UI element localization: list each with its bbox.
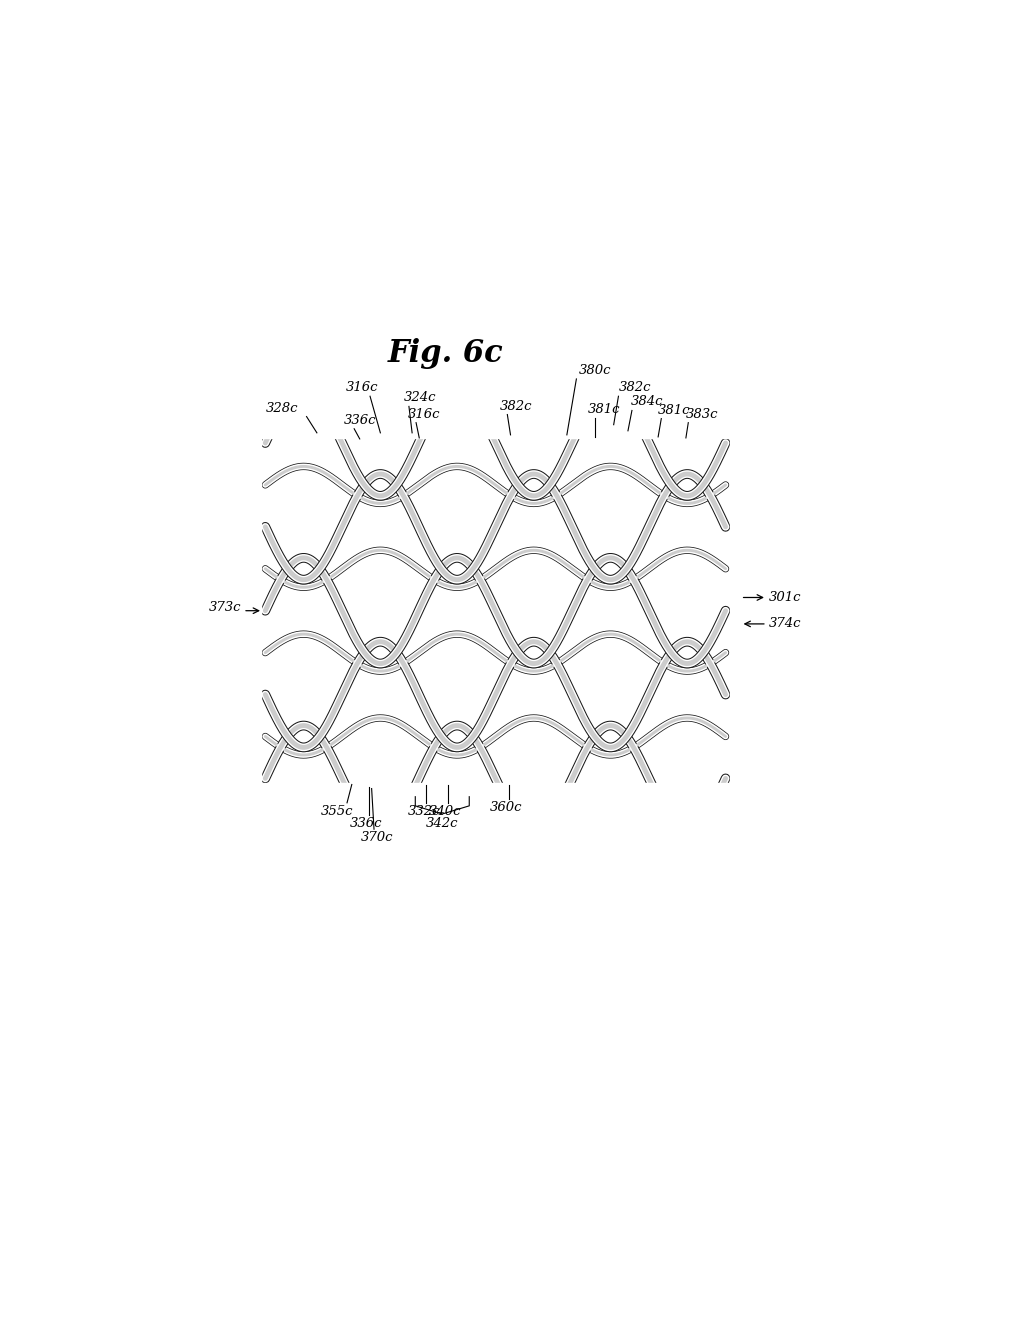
Text: US 2010/0241217 A1: US 2010/0241217 A1 bbox=[722, 193, 870, 206]
Text: 324c: 324c bbox=[403, 391, 436, 404]
Text: 382c: 382c bbox=[618, 381, 651, 395]
Text: 380c: 380c bbox=[579, 364, 611, 378]
Text: Sep. 23, 2010  Sheet 16 of 26: Sep. 23, 2010 Sheet 16 of 26 bbox=[398, 193, 604, 206]
Text: 316c: 316c bbox=[408, 408, 440, 421]
Text: 340c: 340c bbox=[429, 805, 462, 818]
Text: 332c: 332c bbox=[408, 805, 440, 818]
Text: 373c: 373c bbox=[209, 601, 242, 614]
Text: Patent Application Publication: Patent Application Publication bbox=[194, 193, 409, 206]
Text: 355c: 355c bbox=[321, 805, 353, 818]
Text: Fig. 6c: Fig. 6c bbox=[387, 338, 504, 370]
Text: 336c: 336c bbox=[350, 817, 382, 830]
Text: 382c: 382c bbox=[500, 400, 531, 412]
Text: 381c: 381c bbox=[588, 403, 621, 416]
Text: 383c: 383c bbox=[686, 408, 719, 421]
Text: 301c: 301c bbox=[768, 591, 801, 605]
Text: 360c: 360c bbox=[490, 801, 523, 813]
Text: 316c: 316c bbox=[346, 381, 378, 395]
Text: 342c: 342c bbox=[426, 817, 459, 830]
Text: 370c: 370c bbox=[360, 832, 393, 845]
Text: 328c: 328c bbox=[266, 401, 299, 414]
Text: 381c: 381c bbox=[658, 404, 690, 417]
Text: 384c: 384c bbox=[631, 396, 663, 408]
Text: 374c: 374c bbox=[768, 618, 801, 631]
Text: 336c: 336c bbox=[344, 413, 377, 426]
